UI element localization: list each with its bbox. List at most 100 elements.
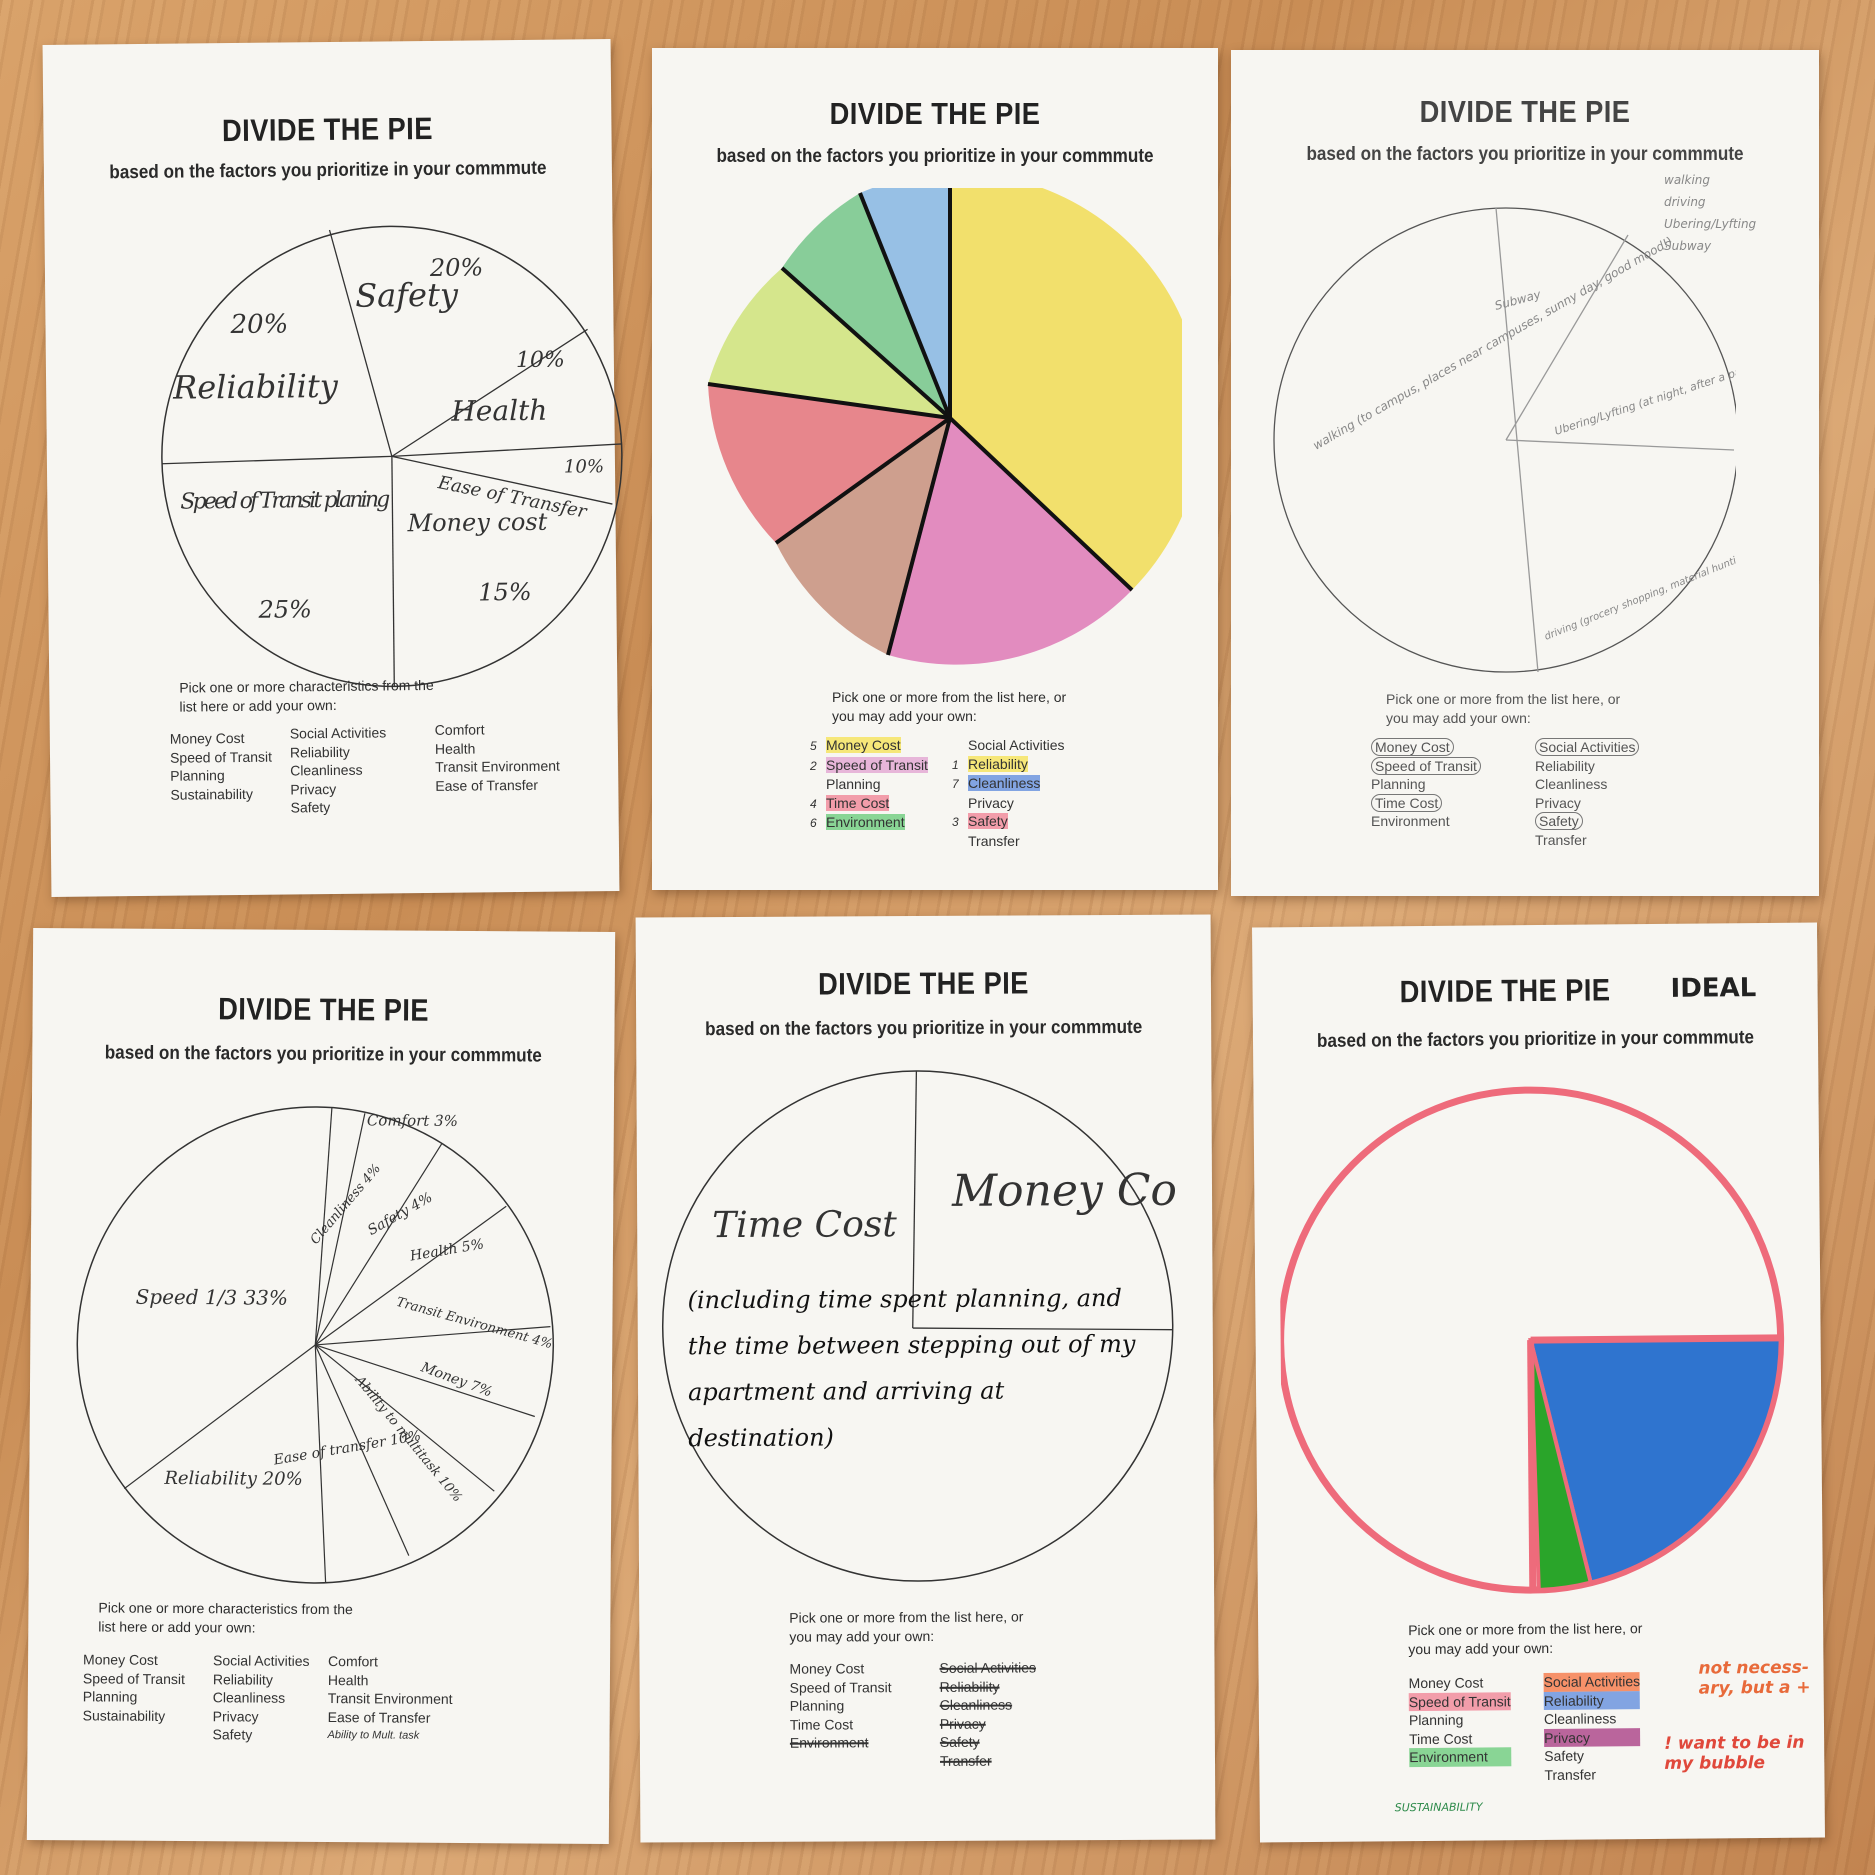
instructions: Pick one or more from the list here, or …	[832, 689, 1067, 724]
pie-label: 25%	[257, 595, 312, 624]
options-right: Social Activities Reliability Cleanlines…	[939, 1658, 1036, 1770]
option-item: Speed of Transit	[169, 748, 273, 766]
pie-label: 10%	[516, 348, 565, 374]
side-note: driving	[1664, 195, 1706, 209]
options-right: Social Activities 1 Reliability 7 Cleanlin…	[952, 736, 1064, 850]
option-item: Reliability	[1543, 1690, 1641, 1710]
option-item: Comfort	[328, 1653, 378, 1670]
options-right: Social Activities Reliability Cleanlines…	[1543, 1672, 1641, 1784]
options-mid: Social Activities Reliability Cleanlines…	[212, 1651, 310, 1744]
option-item: Cleanliness	[290, 761, 363, 779]
rank-mark: 6	[810, 816, 817, 830]
option-item: Safety	[968, 813, 1008, 829]
option-item: Ease of Transfer	[327, 1708, 431, 1726]
options-left: Money Cost Speed of Transit Planning Sus…	[170, 729, 273, 804]
pie-label: Health 5%	[408, 1236, 485, 1264]
option-item: Time Cost	[789, 1715, 854, 1733]
options-left: 5 Money Cost 2 Speed of Transit Planning 4…	[810, 736, 928, 833]
pie-label: Money Cost.	[951, 1164, 1179, 1216]
sheet-subtitle: based on the factors you prioritize in y…	[716, 146, 1154, 167]
marker-pie-chart	[1278, 1086, 1785, 1594]
options-left: Money Cost Speed of Transit Planning Sus…	[83, 1650, 185, 1725]
option-item: Health	[434, 740, 476, 757]
pencil-pie-chart: Subway walking (to campus, places near c…	[1273, 207, 1736, 673]
option-item: Comfort	[434, 721, 485, 738]
options-left: Money Cost Speed of Transit Planning Tim…	[1371, 738, 1481, 831]
option-item: Cleanliness	[1543, 1710, 1617, 1727]
pie-label: Transit Environment 4%	[395, 1295, 555, 1352]
options-left: Money Cost Speed of Transit Planning Tim…	[1408, 1673, 1512, 1767]
instructions: Pick one or more from the list here, or …	[1408, 1620, 1643, 1658]
option-item: Social Activities	[968, 737, 1065, 753]
option-item: Money Cost	[826, 737, 901, 753]
pie-label: Speed 1/3 33%	[136, 1285, 289, 1310]
option-item: Planning	[789, 1697, 845, 1714]
option-item: Sustainability	[82, 1706, 166, 1724]
rank-mark: 5	[810, 739, 817, 753]
option-item: Social Activities	[289, 724, 387, 742]
handwritten-note: not necess-ary, but a +	[1698, 1657, 1811, 1699]
pie-label: driving (grocery shopping, material hunt…	[1543, 448, 1736, 643]
option-item: Social Activities	[213, 1652, 310, 1669]
instructions: Pick one or more from the list here, or …	[789, 1608, 1024, 1645]
sheet-title: DIVIDE THE PIE	[218, 991, 430, 1028]
option-item: Reliability	[939, 1678, 1000, 1695]
option-item: Reliability	[1535, 757, 1595, 774]
option-item: Social Activities	[939, 1659, 1037, 1676]
sheet-5: DIVIDE THE PIE based on the factors you …	[635, 914, 1216, 1843]
option-item: Speed of Transit	[826, 756, 928, 773]
sheet-subtitle: based on the factors you prioritize in y…	[104, 1042, 542, 1067]
option-item: Money Cost	[1408, 1674, 1484, 1692]
option-item: Time Cost	[826, 794, 890, 811]
side-notes: walking driving Ubering/Lyfting Subway	[1664, 173, 1757, 253]
option-item: Privacy	[1535, 794, 1581, 811]
option-item: Health	[327, 1671, 369, 1688]
pie-chart: Comfort 3% Cleanliness 4% Safety 4% Heal…	[76, 1106, 555, 1584]
pie-label: Health	[450, 394, 547, 428]
option-item: Safety	[1544, 1747, 1585, 1764]
option-item: Money Cost	[789, 1660, 865, 1677]
option-item: Sustainability	[170, 785, 253, 803]
option-item: Planning	[1408, 1711, 1464, 1729]
option-item: Privacy	[1544, 1727, 1641, 1747]
option-item: Environment	[826, 814, 905, 830]
option-item: Speed of Transit	[1408, 1691, 1511, 1712]
options-left: Money Cost Speed of Transit Planning Tim…	[789, 1659, 891, 1752]
option-item: Social Activities	[1535, 738, 1640, 756]
sheet-2: DIVIDE THE PIE based on the factors you …	[652, 48, 1218, 890]
handwritten-note: ! want to be in my bubble	[1664, 1732, 1805, 1774]
option-item: Money Cost	[1371, 738, 1454, 756]
sheet-3: DIVIDE THE PIE based on the factors you …	[1231, 50, 1819, 896]
option-item: Reliability	[212, 1670, 273, 1688]
pie-label: Ubering/Lyfting (at night, after a party…	[1553, 335, 1736, 437]
pie-label: 20%	[229, 309, 288, 340]
pie-label: Speed of Transit planing	[180, 487, 390, 514]
option-item: Planning	[1371, 776, 1426, 792]
instructions: Pick one or more characteristics from th…	[179, 676, 434, 715]
pie-label: Reliability	[172, 367, 339, 407]
pie-label: 15%	[478, 578, 532, 607]
option-item: Environment	[1409, 1747, 1512, 1767]
option-item: Privacy	[968, 794, 1014, 811]
pie-chart: Money Cost. Time Cost (including time sp…	[661, 1070, 1179, 1582]
option-item: Transfer	[1544, 1766, 1597, 1783]
option-item: Privacy	[290, 780, 337, 797]
pie-label: Money cost	[406, 508, 547, 537]
rank-mark: 4	[810, 796, 817, 811]
pie-label-note: (including time spent planning, and the …	[687, 1283, 1136, 1453]
pie-label: Safety	[355, 276, 459, 315]
sheet-subtitle: based on the factors you prioritize in y…	[109, 157, 547, 184]
options-right: Comfort Health Transit Environment Ease …	[327, 1652, 453, 1745]
colored-pie-chart	[707, 188, 1182, 665]
option-item: Transfer	[939, 1752, 992, 1769]
sheet-title: DIVIDE THE PIE	[221, 110, 434, 149]
option-item: Transit Environment	[327, 1690, 453, 1707]
option-item: Cleanliness	[968, 775, 1041, 791]
sheet-subtitle: based on the factors you prioritize in y…	[705, 1016, 1143, 1041]
option-item: Safety	[1535, 812, 1583, 830]
option-item: Environment	[789, 1734, 869, 1751]
option-item: Planning	[826, 776, 881, 792]
option-item: Social Activities	[1543, 1672, 1641, 1692]
pie-chart: Reliability 20% Safety 20% Health 10% Ea…	[161, 225, 623, 688]
option-item: Ability to Mult. task	[327, 1729, 420, 1742]
